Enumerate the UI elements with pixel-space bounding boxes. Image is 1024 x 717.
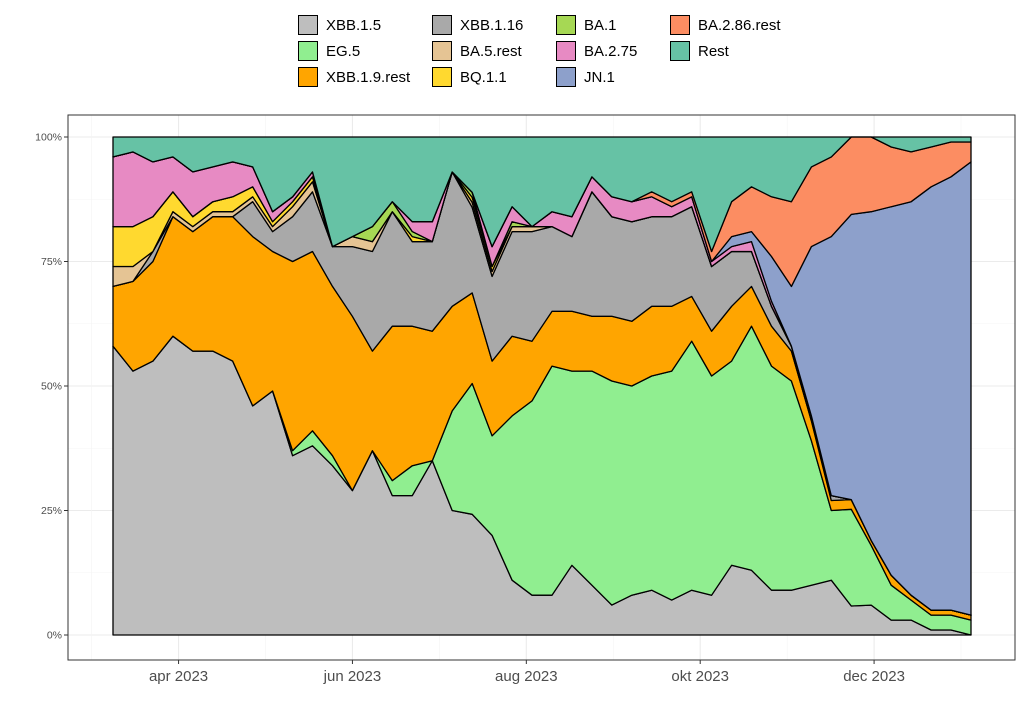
y-axis: 0% 25% 50% 75% 100% bbox=[35, 132, 68, 642]
area-rest bbox=[112, 136, 972, 253]
x-tick-label: aug 2023 bbox=[495, 668, 558, 685]
area-series bbox=[112, 136, 972, 636]
legend-key bbox=[432, 67, 452, 87]
plot-panel-border bbox=[67, 114, 1016, 661]
legend-key bbox=[432, 41, 452, 61]
y-tick-label: 50% bbox=[41, 381, 62, 393]
x-tick-label: apr 2023 bbox=[149, 668, 208, 685]
legend-label: BA.2.86.rest bbox=[698, 16, 781, 34]
chart-legend: XBB.1.5 EG.5 XBB.1.9.rest XBB.1.16 BA.5.rest… bbox=[298, 14, 818, 94]
legend-label: XBB.1.9.rest bbox=[326, 68, 411, 86]
legend-item: XBB.1.16 bbox=[432, 14, 523, 36]
legend-item: BQ.1.1 bbox=[432, 66, 507, 88]
legend-key bbox=[298, 67, 318, 87]
legend-key bbox=[556, 67, 576, 87]
legend-label: JN.1 bbox=[584, 68, 615, 86]
legend-key bbox=[670, 41, 690, 61]
legend-key bbox=[298, 41, 318, 61]
legend-label: BA.5.rest bbox=[460, 42, 522, 60]
x-axis: apr 2023 jun 2023 aug 2023 okt 2023 dec 2023 bbox=[149, 660, 905, 685]
legend-item: EG.5 bbox=[298, 40, 360, 62]
x-tick-label: jun 2023 bbox=[323, 668, 382, 685]
x-tick-label: okt 2023 bbox=[671, 668, 729, 685]
y-tick-label: 0% bbox=[47, 630, 62, 642]
legend-item: Rest bbox=[670, 40, 729, 62]
legend-item: BA.2.86.rest bbox=[670, 14, 781, 36]
legend-item: BA.2.75 bbox=[556, 40, 637, 62]
legend-label: BA.2.75 bbox=[584, 42, 638, 60]
legend-key bbox=[556, 15, 576, 35]
y-tick-label: 25% bbox=[41, 505, 62, 517]
legend-key bbox=[298, 15, 318, 35]
legend-item: XBB.1.9.rest bbox=[298, 66, 410, 88]
legend-label: EG.5 bbox=[326, 42, 361, 60]
legend-key bbox=[556, 41, 576, 61]
legend-label: Rest bbox=[698, 42, 729, 60]
legend-label: XBB.1.5 bbox=[326, 16, 382, 34]
legend-item: JN.1 bbox=[556, 66, 615, 88]
legend-item: XBB.1.5 bbox=[298, 14, 381, 36]
legend-key bbox=[670, 15, 690, 35]
y-tick-label: 75% bbox=[41, 256, 62, 268]
y-tick-label: 100% bbox=[35, 132, 62, 144]
legend-label: BA.1 bbox=[584, 16, 617, 34]
legend-key bbox=[432, 15, 452, 35]
x-tick-label: dec 2023 bbox=[843, 668, 905, 685]
legend-item: BA.5.rest bbox=[432, 40, 522, 62]
legend-item: BA.1 bbox=[556, 14, 617, 36]
legend-label: XBB.1.16 bbox=[460, 16, 524, 34]
legend-label: BQ.1.1 bbox=[460, 68, 507, 86]
